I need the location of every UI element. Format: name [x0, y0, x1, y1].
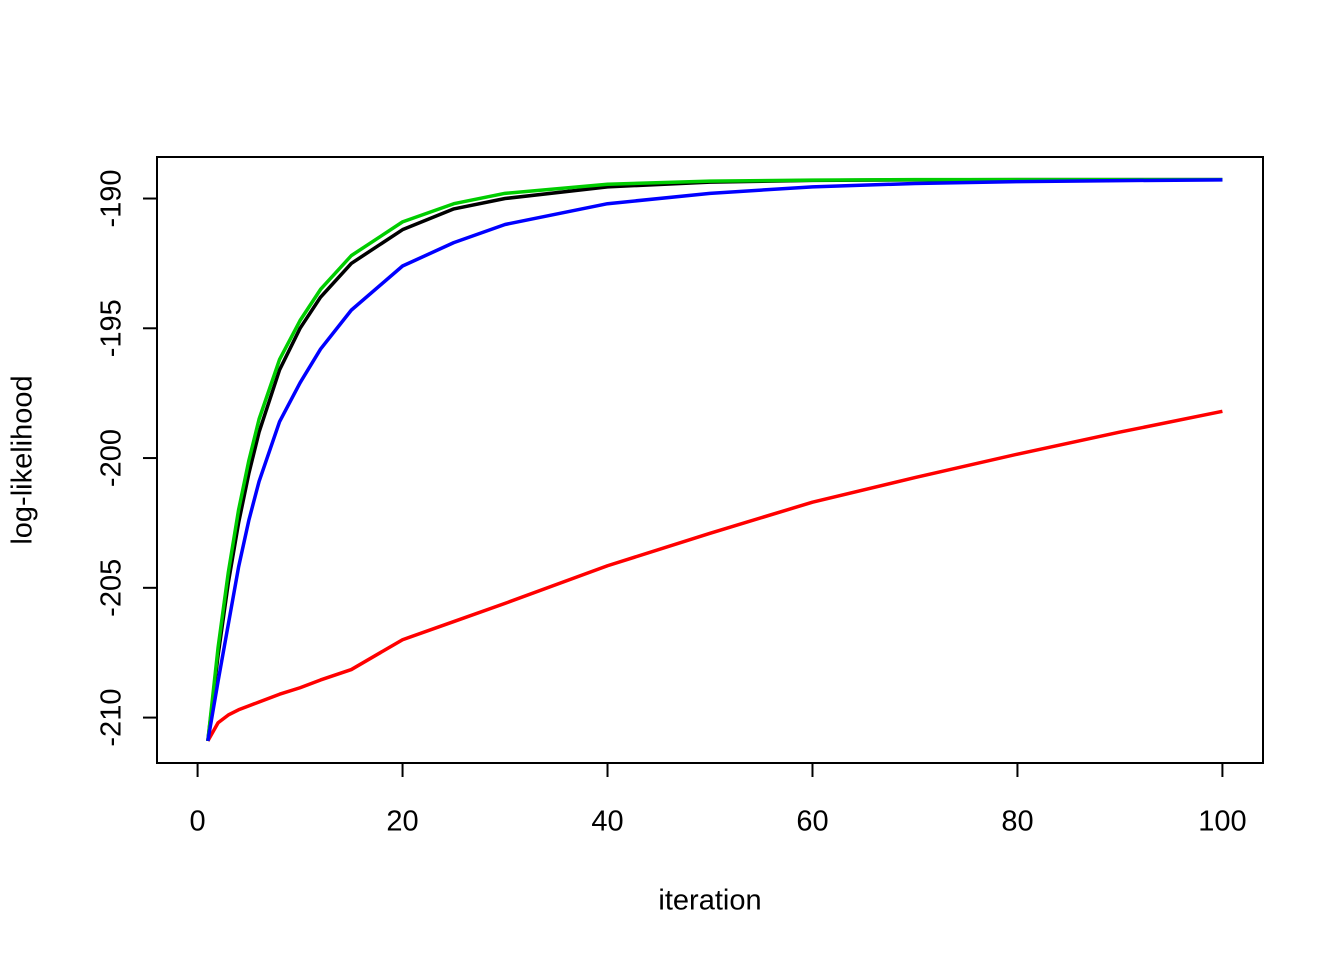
- y-tick-label: -195: [96, 299, 128, 357]
- x-tick-label: 60: [796, 806, 828, 838]
- x-tick-label: 0: [190, 806, 206, 838]
- series-line: [206, 409, 1223, 742]
- series-line: [206, 177, 1223, 742]
- x-tick-label: 80: [1001, 806, 1033, 838]
- x-tick-label: 20: [386, 806, 418, 838]
- x-tick-label: 40: [591, 806, 623, 838]
- series-line: [206, 178, 1223, 742]
- x-tick-label: 100: [1198, 806, 1246, 838]
- y-tick-label: -200: [96, 429, 128, 487]
- x-axis-label: iteration: [658, 885, 761, 917]
- plot-box: [156, 156, 1264, 764]
- y-tick-label: -205: [96, 559, 128, 617]
- y-tick-label: -210: [96, 689, 128, 747]
- series-line: [206, 177, 1223, 742]
- y-axis-label: log-likelihood: [7, 375, 39, 544]
- y-tick-label: -190: [96, 170, 128, 228]
